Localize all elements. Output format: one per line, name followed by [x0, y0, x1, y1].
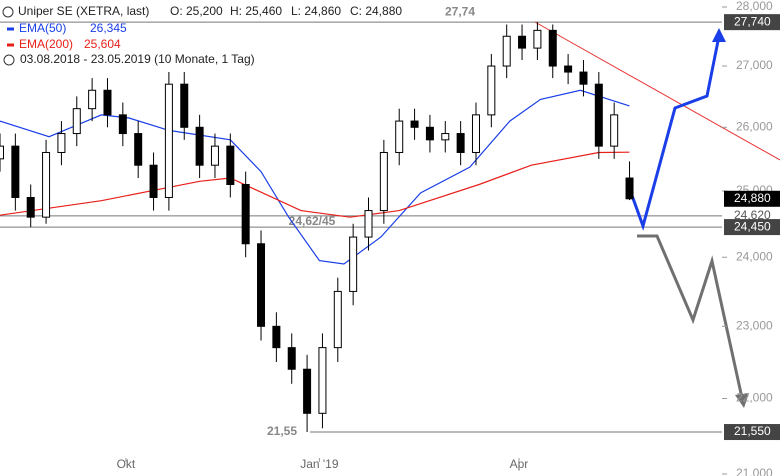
x-tick-label: Jan '19: [300, 457, 339, 471]
price-label: 21,550: [734, 424, 771, 438]
legend-value: 26,345: [90, 21, 127, 35]
annotation: 24,62/45: [289, 214, 336, 228]
y-tick-label: 22,000: [736, 391, 773, 405]
icon: [3, 54, 15, 66]
y-tick-label: 21,000: [736, 466, 773, 476]
y-tick-label: 24,000: [736, 249, 773, 263]
candle-body: [487, 65, 496, 116]
y-tick-label: 23,000: [736, 318, 773, 332]
x-tick-label: Apr: [510, 457, 529, 471]
candle-body: [88, 89, 97, 110]
candle-body: [287, 347, 296, 370]
candle-body: [318, 347, 327, 414]
price-label: 24,880: [734, 191, 771, 205]
candle-body: [210, 145, 219, 166]
header-ohlc: O: 25,200: [170, 4, 223, 18]
legend-value: 25,604: [84, 37, 121, 51]
price-label-box: [724, 219, 780, 236]
x-tick-label: Okt: [117, 457, 136, 471]
candle-body: [379, 151, 388, 212]
candle-body: [118, 114, 127, 135]
price-label-box: [724, 14, 780, 31]
y-tick-label: 28,000: [736, 0, 773, 13]
candle-body: [72, 108, 81, 135]
candle-body: [610, 114, 619, 147]
candle-body: [180, 83, 189, 128]
candle-body: [134, 133, 143, 166]
candle-body: [410, 120, 419, 128]
candle-body: [502, 35, 511, 67]
candle-body: [195, 126, 204, 166]
header: Uniper SE (XETRA, last) O: 25,200 H: 25,…: [2, 4, 402, 66]
icon: [2, 6, 14, 18]
legend-label: EMA(200): [19, 37, 73, 51]
header-ohlc: L: 24,860: [291, 4, 341, 18]
arrow-head: [735, 393, 749, 408]
price-label-box: [724, 424, 780, 441]
candle-body: [57, 133, 66, 153]
candle-body: [272, 325, 281, 349]
candle-body: [257, 243, 266, 327]
candle-body: [533, 29, 542, 49]
arrow-head: [712, 28, 726, 42]
candle-body: [456, 133, 465, 153]
candle-body: [349, 236, 358, 292]
ema-line: [0, 151, 630, 218]
candle-body: [149, 164, 158, 198]
candle-body: [226, 145, 235, 185]
y-tick-label: 26,000: [736, 119, 773, 133]
candle-body: [0, 145, 4, 160]
candle-body: [164, 83, 173, 198]
price-label: 24,450: [734, 219, 771, 233]
candle-body: [441, 133, 450, 141]
candle-body: [103, 89, 112, 116]
header-ohlc: H: 25,460: [230, 4, 282, 18]
projection-down: [637, 234, 744, 399]
candle-body: [364, 210, 373, 238]
candle-body: [594, 83, 603, 147]
candle-body: [548, 29, 557, 67]
candle-body: [333, 290, 342, 349]
price-label-box: [724, 190, 780, 207]
header-title: Uniper SE (XETRA, last): [18, 4, 149, 18]
annotation: 21,55: [267, 424, 297, 438]
candle-body: [395, 120, 404, 153]
candle-body: [42, 151, 51, 218]
y-tick-label: 27,000: [736, 58, 773, 72]
candle-body: [26, 196, 35, 218]
projection-up: [628, 35, 721, 231]
annotation: 27,74: [445, 4, 475, 18]
candle-body: [518, 35, 527, 49]
trend-line: [534, 21, 780, 161]
candle-body: [241, 183, 250, 245]
candle-body: [579, 71, 588, 85]
candle-body: [625, 177, 634, 200]
candle-body: [303, 368, 312, 414]
candle-body: [11, 145, 20, 198]
candle-body: [564, 65, 573, 73]
candle-body: [471, 114, 480, 153]
candle-body: [425, 126, 434, 141]
header-ohlc: C: 24,880: [350, 4, 402, 18]
price-label: 27,740: [734, 14, 771, 28]
ema-line: [0, 89, 630, 265]
legend-label: EMA(50): [19, 21, 66, 35]
price-label: 24,620: [734, 208, 771, 222]
period: 03.08.2018 - 23.05.2019 (10 Monate, 1 Ta…: [20, 52, 255, 66]
